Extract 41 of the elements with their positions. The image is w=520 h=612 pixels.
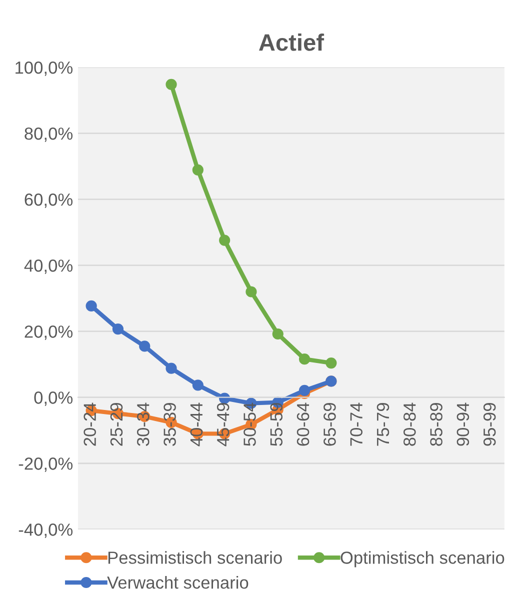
x-tick-label: 50-54 <box>244 402 256 446</box>
y-tick-label: -40,0% <box>18 524 73 538</box>
point <box>326 357 337 369</box>
x-tick-label: 80-84 <box>403 402 416 446</box>
x-tick-label: 30-34 <box>136 402 150 446</box>
x-tick-label: 25-29 <box>110 403 123 446</box>
point <box>219 234 230 246</box>
legend-label: Pessimistisch scenario <box>108 551 282 564</box>
point <box>86 300 97 312</box>
point <box>298 354 310 365</box>
legend-label: Verwacht scenario <box>107 576 248 589</box>
point <box>192 164 204 176</box>
point <box>166 78 177 90</box>
y-tick-label: 40,0% <box>24 260 73 274</box>
point <box>246 286 257 298</box>
point <box>272 328 284 340</box>
y-tick-label: 60,0% <box>24 194 73 208</box>
x-tick-label: 55-59 <box>270 403 283 446</box>
y-tick-label: -20,0% <box>18 458 73 472</box>
x-tick-label: 65-69 <box>324 403 336 446</box>
legend-label: Optimistisch scenario <box>340 551 504 568</box>
x-tick-label: 35-39 <box>164 403 176 446</box>
point <box>112 323 124 335</box>
x-tick-label: 95-99 <box>483 403 496 446</box>
y-tick-label: 80,0% <box>24 127 73 142</box>
y-tick-label: 0,0% <box>34 392 73 406</box>
x-tick-label: 75-79 <box>376 403 390 446</box>
x-tick-label: 45-49 <box>216 403 230 446</box>
y-tick-label: 100,0% <box>16 61 73 76</box>
x-tick-label: 85-89 <box>430 403 442 446</box>
point <box>139 340 150 352</box>
chart-title: Actief <box>258 34 324 51</box>
x-tick-label: 90-94 <box>456 402 470 446</box>
x-tick-label: 60-64 <box>296 402 310 446</box>
y-tick-label: 20,0% <box>24 326 73 340</box>
point <box>192 380 204 391</box>
x-tick-label: 20-24 <box>84 402 96 446</box>
point <box>298 384 310 396</box>
point <box>166 362 177 374</box>
x-tick-label: 70-74 <box>350 402 362 446</box>
x-tick-label: 40-44 <box>190 402 203 446</box>
